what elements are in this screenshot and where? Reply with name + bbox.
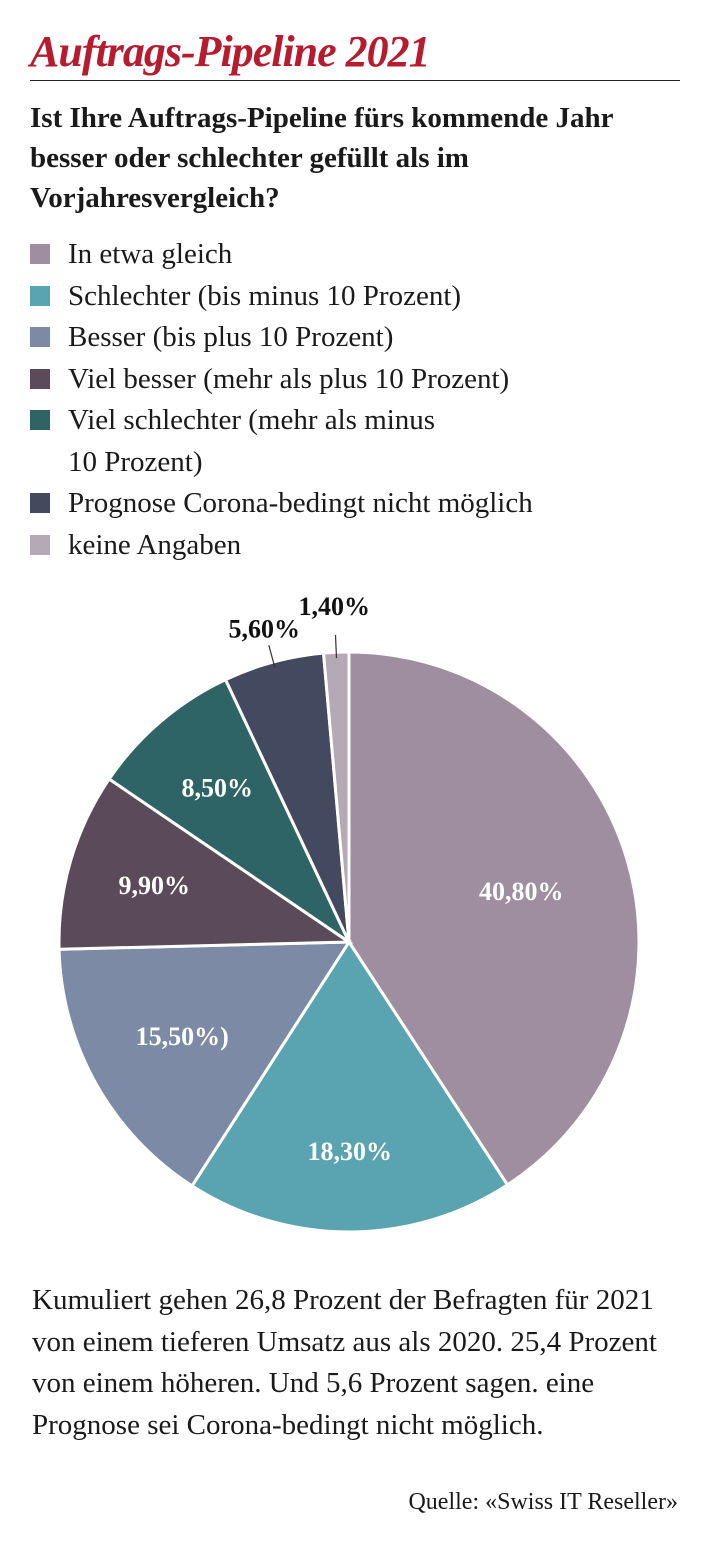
legend-label: Viel besser (mehr als plus 10 Prozent) — [68, 362, 510, 395]
legend-item-viel-besser: Viel besser (mehr als plus 10 Prozent) — [30, 359, 690, 401]
legend-item-besser: Besser (bis plus 10 Prozent) — [30, 317, 690, 359]
data-label-prognose-corona: 5,60% — [229, 614, 301, 643]
legend-swatch — [30, 493, 50, 513]
data-label-viel-besser: 9,90% — [118, 871, 190, 900]
pie-slice-schlechter — [189, 939, 510, 1234]
pie-slice-besser — [57, 940, 352, 1188]
footnote: Kumuliert gehen 26,8 Prozent der Befragt… — [32, 1284, 657, 1441]
leader-line-keine-angaben — [334, 634, 338, 659]
legend-label: Viel schlechter (mehr als minus — [68, 404, 436, 436]
legend-label: Prognose Corona-bedingt nicht möglich — [68, 487, 533, 519]
legend-label-continued: 10 Prozent) — [68, 445, 203, 478]
pie-chart: 40,80% 18,30% 15,50%) 9,90% 8,50% 5,60%1,40% — [57, 592, 641, 1234]
legend-swatch — [30, 368, 50, 389]
legend-item-schlechter: Schlechter (bis minus 10 Prozent) — [30, 276, 690, 318]
legend-swatch — [30, 534, 50, 555]
legend-label: In etwa gleich — [68, 238, 233, 270]
legend-item-keine-angaben: keine Angaben — [30, 525, 690, 567]
legend-label: Schlechter (bis minus 10 Prozent) — [68, 279, 462, 312]
legend-swatch — [30, 244, 50, 264]
legend-label: keine Angaben — [68, 528, 242, 561]
leader-line-prognose-corona — [268, 645, 276, 668]
data-label-in-etwa-gleich: 40,80% — [479, 877, 564, 906]
pie-slice-viel-besser — [57, 776, 354, 951]
pie-slice-viel-schlechter — [107, 677, 353, 947]
survey-question: Ist Ihre Auftrags-Pipeline fürs kommende… — [30, 102, 613, 214]
data-label-besser: 15,50%) — [136, 1022, 229, 1051]
title-rule — [30, 80, 680, 81]
legend-swatch — [30, 410, 50, 430]
data-label-keine-angaben: 1,40% — [298, 592, 370, 621]
source-credit: Quelle: «Swiss IT Reseller» — [408, 1489, 678, 1515]
legend-swatch — [30, 285, 50, 306]
legend-item-in-etwa-gleich: In etwa gleich — [30, 234, 690, 276]
chart-title: Auftrags-Pipeline 2021 — [30, 27, 431, 76]
legend-item-viel-schlechter: Viel schlechter (mehr als minus 10 Proze… — [30, 400, 690, 483]
data-label-viel-schlechter: 8,50% — [181, 774, 253, 803]
legend-label: Besser (bis plus 10 Prozent) — [68, 321, 394, 353]
legend-item-prognose-corona: Prognose Corona-bedingt nicht möglich — [30, 483, 690, 525]
legend-swatch — [30, 327, 50, 347]
data-label-schlechter: 18,30% — [307, 1137, 392, 1166]
legend: In etwa gleich Schlechter (bis minus 10 … — [30, 234, 690, 566]
